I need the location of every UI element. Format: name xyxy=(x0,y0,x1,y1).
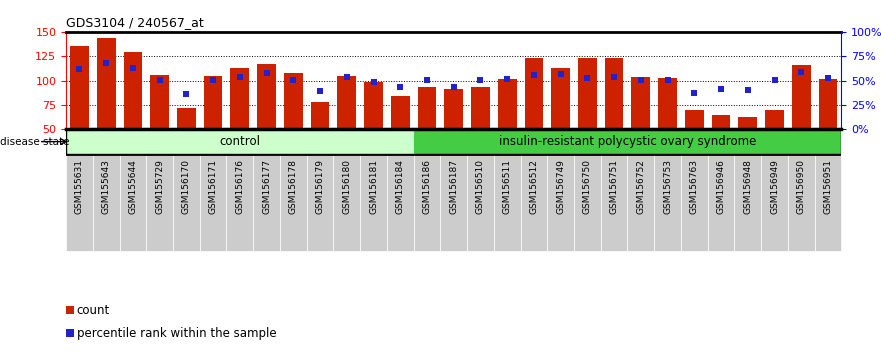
Bar xyxy=(173,154,200,251)
Text: GSM156753: GSM156753 xyxy=(663,159,672,214)
Text: GSM156752: GSM156752 xyxy=(636,159,646,214)
Bar xyxy=(97,38,115,129)
Bar xyxy=(738,116,757,129)
Text: GSM156181: GSM156181 xyxy=(369,159,378,214)
Text: GSM156946: GSM156946 xyxy=(716,159,726,214)
Bar xyxy=(151,75,169,129)
Bar xyxy=(413,154,440,251)
Text: GSM156750: GSM156750 xyxy=(583,159,592,214)
Text: control: control xyxy=(219,135,261,148)
Text: GSM156187: GSM156187 xyxy=(449,159,458,214)
Bar xyxy=(440,154,467,251)
Bar xyxy=(200,154,226,251)
Text: GSM156170: GSM156170 xyxy=(181,159,191,214)
Bar xyxy=(712,115,730,129)
Text: disease state: disease state xyxy=(0,137,70,147)
Bar xyxy=(66,129,413,154)
Bar xyxy=(93,154,120,251)
Text: GSM156186: GSM156186 xyxy=(423,159,432,214)
Bar xyxy=(766,110,784,129)
Text: GSM156951: GSM156951 xyxy=(824,159,833,214)
Text: GSM156510: GSM156510 xyxy=(476,159,485,214)
Text: GSM156763: GSM156763 xyxy=(690,159,699,214)
Bar xyxy=(658,78,677,129)
Text: GSM156512: GSM156512 xyxy=(529,159,538,214)
Bar xyxy=(387,154,413,251)
Bar xyxy=(226,154,253,251)
Bar xyxy=(307,154,333,251)
Bar xyxy=(66,154,93,251)
Bar xyxy=(604,58,624,129)
Bar xyxy=(627,154,655,251)
Bar xyxy=(146,154,173,251)
Bar xyxy=(815,154,841,251)
Text: GSM156178: GSM156178 xyxy=(289,159,298,214)
Bar xyxy=(792,65,811,129)
Bar xyxy=(471,87,490,129)
Bar xyxy=(123,52,142,129)
Bar xyxy=(735,154,761,251)
Bar xyxy=(601,154,627,251)
Bar xyxy=(413,129,841,154)
Text: percentile rank within the sample: percentile rank within the sample xyxy=(77,327,277,340)
Bar xyxy=(231,68,249,129)
Bar xyxy=(280,154,307,251)
Text: GSM156749: GSM156749 xyxy=(556,159,565,214)
Bar xyxy=(418,87,436,129)
Bar xyxy=(253,154,280,251)
Bar xyxy=(70,46,89,129)
Bar xyxy=(333,154,360,251)
Text: GSM156179: GSM156179 xyxy=(315,159,324,214)
Bar xyxy=(574,154,601,251)
Bar xyxy=(632,76,650,129)
Text: GSM156511: GSM156511 xyxy=(503,159,512,214)
Bar xyxy=(257,64,276,129)
Bar xyxy=(444,89,463,129)
Text: GSM156948: GSM156948 xyxy=(744,159,752,214)
Bar xyxy=(498,79,516,129)
Text: GSM156950: GSM156950 xyxy=(796,159,806,214)
Text: GSM156171: GSM156171 xyxy=(209,159,218,214)
Bar xyxy=(685,110,704,129)
Bar xyxy=(120,154,146,251)
Bar xyxy=(788,154,815,251)
Text: GSM155729: GSM155729 xyxy=(155,159,164,214)
Bar xyxy=(707,154,735,251)
Text: GDS3104 / 240567_at: GDS3104 / 240567_at xyxy=(66,16,204,29)
Text: insulin-resistant polycystic ovary syndrome: insulin-resistant polycystic ovary syndr… xyxy=(499,135,756,148)
Bar xyxy=(578,58,596,129)
Text: GSM156177: GSM156177 xyxy=(262,159,271,214)
Bar xyxy=(521,154,547,251)
Text: GSM156176: GSM156176 xyxy=(235,159,244,214)
Bar xyxy=(204,76,223,129)
Text: GSM156751: GSM156751 xyxy=(610,159,618,214)
Bar xyxy=(681,154,707,251)
Bar xyxy=(177,108,196,129)
Text: GSM155631: GSM155631 xyxy=(75,159,84,214)
Bar xyxy=(552,68,570,129)
Text: GSM156180: GSM156180 xyxy=(343,159,352,214)
Bar xyxy=(547,154,574,251)
Bar xyxy=(337,76,356,129)
Bar xyxy=(360,154,387,251)
Text: GSM156949: GSM156949 xyxy=(770,159,779,214)
Bar xyxy=(284,73,303,129)
Bar xyxy=(818,79,837,129)
Bar xyxy=(494,154,521,251)
Text: GSM156184: GSM156184 xyxy=(396,159,404,214)
Bar xyxy=(761,154,788,251)
Bar xyxy=(391,96,410,129)
Bar xyxy=(467,154,494,251)
Bar xyxy=(364,81,383,129)
Bar xyxy=(524,58,544,129)
Text: GSM155643: GSM155643 xyxy=(101,159,111,214)
Text: GSM155644: GSM155644 xyxy=(129,159,137,213)
Text: count: count xyxy=(77,304,110,317)
Bar xyxy=(311,102,329,129)
Bar xyxy=(655,154,681,251)
